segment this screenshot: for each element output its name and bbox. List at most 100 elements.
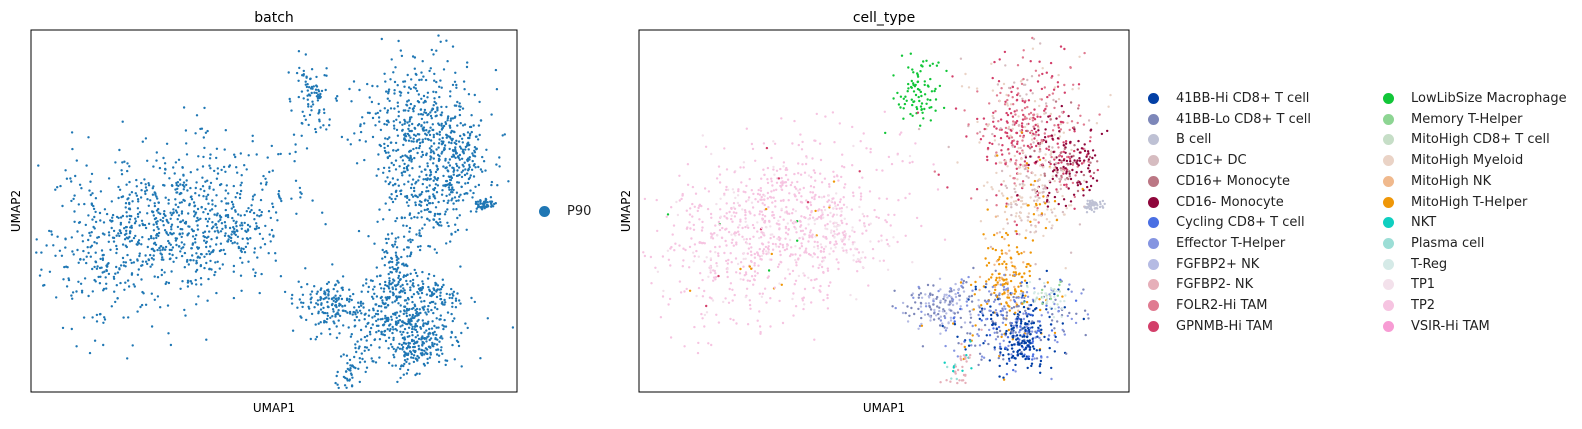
scatter-point (376, 309, 379, 313)
scatter-point (812, 286, 815, 290)
scatter-point (251, 198, 254, 201)
scatter-point (451, 296, 454, 300)
scatter-point (398, 271, 402, 274)
scatter-point (1018, 166, 1022, 169)
scatter-point (170, 228, 173, 231)
scatter-point (849, 293, 852, 297)
scatter-point (382, 166, 386, 170)
scatter-point (701, 134, 704, 137)
scatter-point (1041, 67, 1044, 70)
scatter-point (373, 242, 376, 245)
scatter-point (157, 231, 161, 235)
scatter-point (988, 102, 991, 105)
scatter-point (460, 175, 464, 179)
scatter-point (427, 273, 431, 276)
scatter-point (1022, 77, 1025, 81)
scatter-point (1059, 151, 1063, 155)
scatter-point (698, 241, 701, 244)
scatter-point (452, 149, 455, 153)
scatter-point (415, 233, 418, 236)
scatter-point (449, 175, 453, 178)
scatter-point (403, 354, 406, 357)
scatter-point (360, 290, 363, 293)
scatter-point (845, 251, 848, 254)
scatter-point (1041, 184, 1044, 187)
scatter-point (930, 90, 934, 93)
scatter-point (430, 145, 433, 148)
scatter-point (763, 287, 767, 290)
scatter-point (466, 157, 470, 160)
scatter-point (366, 82, 369, 86)
scatter-point (767, 248, 770, 251)
scatter-point (1087, 160, 1090, 163)
scatter-point (1024, 156, 1028, 159)
scatter-point (150, 210, 154, 213)
scatter-point (779, 199, 783, 202)
scatter-point (822, 216, 825, 219)
scatter-point (212, 188, 215, 191)
scatter-point (444, 166, 447, 170)
scatter-point (211, 199, 214, 202)
scatter-point (241, 261, 244, 264)
scatter-point (819, 158, 823, 162)
scatter-point (982, 117, 986, 120)
scatter-point (234, 155, 237, 159)
scatter-point (822, 250, 825, 253)
scatter-point (147, 204, 150, 207)
scatter-point (778, 282, 781, 285)
scatter-point (1029, 155, 1032, 158)
scatter-point (849, 248, 852, 251)
scatter-point (304, 80, 307, 83)
scatter-point (383, 251, 386, 254)
scatter-point (110, 226, 113, 230)
scatter-point (732, 202, 736, 205)
scatter-point (58, 249, 62, 252)
scatter-point (412, 140, 415, 143)
scatter-point (240, 289, 243, 292)
scatter-point (382, 287, 386, 290)
scatter-point (741, 208, 744, 211)
scatter-point (432, 53, 435, 56)
scatter-point (206, 224, 209, 228)
scatter-point (156, 295, 160, 298)
scatter-point (200, 127, 204, 130)
scatter-point (766, 276, 769, 279)
scatter-point (471, 159, 474, 163)
scatter-point (1028, 274, 1032, 278)
scatter-point (203, 230, 207, 233)
scatter-point (374, 112, 377, 115)
scatter-point (965, 135, 968, 138)
scatter-point (465, 172, 469, 175)
scatter-point (1073, 149, 1076, 153)
scatter-point (233, 241, 236, 244)
scatter-point (741, 226, 744, 230)
scatter-point (397, 39, 400, 43)
scatter-point (362, 306, 365, 309)
scatter-point (715, 313, 718, 316)
scatter-point (394, 251, 398, 254)
scatter-point (215, 177, 219, 180)
scatter-point (334, 381, 337, 385)
scatter-point (997, 80, 1001, 83)
scatter-point (1033, 127, 1036, 130)
scatter-point (207, 202, 210, 205)
scatter-point (375, 266, 378, 269)
scatter-point (807, 276, 810, 279)
scatter-point (219, 218, 222, 221)
scatter-point (861, 212, 864, 216)
scatter-point (944, 329, 948, 332)
scatter-point (304, 53, 307, 56)
scatter-point (435, 165, 439, 168)
scatter-point (351, 313, 354, 316)
scatter-point (403, 85, 406, 88)
scatter-point (442, 184, 445, 187)
scatter-point (121, 161, 124, 164)
scatter-point (490, 113, 493, 116)
scatter-point (1026, 78, 1029, 82)
scatter-point (150, 236, 153, 240)
scatter-point (902, 107, 905, 110)
scatter-point (1023, 125, 1027, 129)
scatter-point (1077, 164, 1081, 167)
scatter-point (1018, 195, 1021, 198)
scatter-point (124, 244, 128, 247)
